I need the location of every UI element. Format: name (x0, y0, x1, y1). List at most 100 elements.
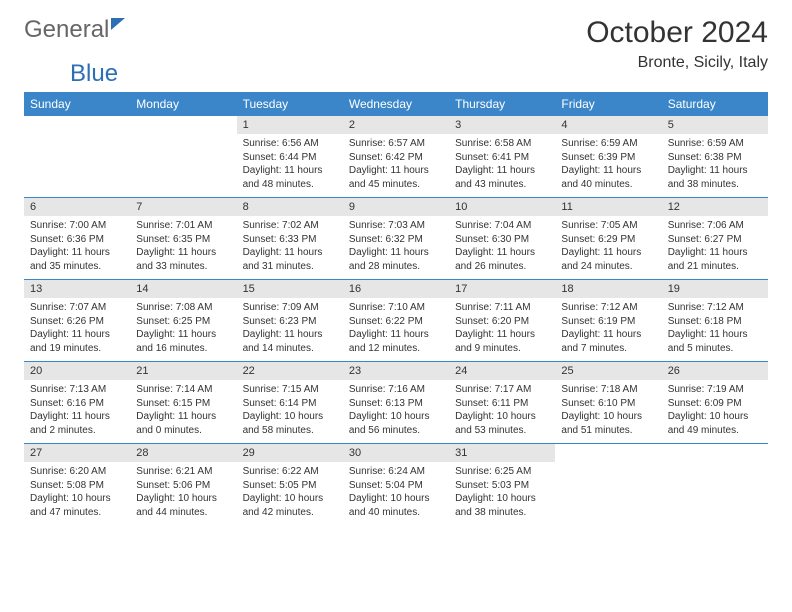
sunset-text: Sunset: 5:05 PM (243, 479, 337, 493)
sunset-text: Sunset: 6:18 PM (668, 315, 762, 329)
sunrise-text: Sunrise: 7:07 AM (30, 301, 124, 315)
day-content-cell: Sunrise: 7:06 AMSunset: 6:27 PMDaylight:… (662, 216, 768, 280)
daylight-text: Daylight: 11 hours and 24 minutes. (561, 246, 655, 273)
sunrise-text: Sunrise: 7:12 AM (668, 301, 762, 315)
page-title: October 2024 (586, 16, 768, 50)
logo-part2: Blue (70, 60, 118, 87)
sunrise-text: Sunrise: 6:59 AM (668, 137, 762, 151)
day-number-cell: 26 (662, 362, 768, 380)
day-header-row: Sunday Monday Tuesday Wednesday Thursday… (24, 92, 768, 116)
sunset-text: Sunset: 6:30 PM (455, 233, 549, 247)
sunrise-text: Sunrise: 6:20 AM (30, 465, 124, 479)
day-number-cell: 4 (555, 116, 661, 134)
sunrise-text: Sunrise: 7:03 AM (349, 219, 443, 233)
daylight-text: Daylight: 10 hours and 58 minutes. (243, 410, 337, 437)
daylight-text: Daylight: 11 hours and 45 minutes. (349, 164, 443, 191)
daylight-text: Daylight: 10 hours and 47 minutes. (30, 492, 124, 519)
daylight-text: Daylight: 11 hours and 38 minutes. (668, 164, 762, 191)
dayheader-thursday: Thursday (449, 92, 555, 116)
dayheader-friday: Friday (555, 92, 661, 116)
sunrise-text: Sunrise: 7:18 AM (561, 383, 655, 397)
day-number-cell: 21 (130, 362, 236, 380)
sunrise-text: Sunrise: 7:04 AM (455, 219, 549, 233)
sunrise-text: Sunrise: 6:22 AM (243, 465, 337, 479)
day-content-cell: Sunrise: 7:17 AMSunset: 6:11 PMDaylight:… (449, 380, 555, 444)
day-number-cell: 28 (130, 444, 236, 462)
day-content-cell: Sunrise: 7:11 AMSunset: 6:20 PMDaylight:… (449, 298, 555, 362)
sunrise-text: Sunrise: 7:01 AM (136, 219, 230, 233)
day-number-cell: 7 (130, 198, 236, 216)
sunrise-text: Sunrise: 7:02 AM (243, 219, 337, 233)
day-content-row: Sunrise: 6:20 AMSunset: 5:08 PMDaylight:… (24, 462, 768, 525)
day-number-cell: 30 (343, 444, 449, 462)
day-content-cell (662, 462, 768, 525)
sunrise-text: Sunrise: 6:21 AM (136, 465, 230, 479)
sunset-text: Sunset: 6:32 PM (349, 233, 443, 247)
day-number-cell (24, 116, 130, 134)
sunrise-text: Sunrise: 7:08 AM (136, 301, 230, 315)
day-number-cell (662, 444, 768, 462)
logo-part1: General (24, 16, 109, 44)
day-content-cell: Sunrise: 7:01 AMSunset: 6:35 PMDaylight:… (130, 216, 236, 280)
sunset-text: Sunset: 5:08 PM (30, 479, 124, 493)
day-content-cell: Sunrise: 7:04 AMSunset: 6:30 PMDaylight:… (449, 216, 555, 280)
day-number-row: 12345 (24, 116, 768, 134)
dayheader-wednesday: Wednesday (343, 92, 449, 116)
dayheader-monday: Monday (130, 92, 236, 116)
daylight-text: Daylight: 11 hours and 48 minutes. (243, 164, 337, 191)
dayheader-saturday: Saturday (662, 92, 768, 116)
sunset-text: Sunset: 5:03 PM (455, 479, 549, 493)
sunrise-text: Sunrise: 7:17 AM (455, 383, 549, 397)
day-number-cell: 19 (662, 280, 768, 298)
day-number-cell: 1 (237, 116, 343, 134)
day-content-cell (24, 134, 130, 198)
day-content-cell: Sunrise: 6:59 AMSunset: 6:38 PMDaylight:… (662, 134, 768, 198)
sunset-text: Sunset: 6:23 PM (243, 315, 337, 329)
sunrise-text: Sunrise: 6:56 AM (243, 137, 337, 151)
daylight-text: Daylight: 11 hours and 9 minutes. (455, 328, 549, 355)
day-number-cell: 2 (343, 116, 449, 134)
daylight-text: Daylight: 11 hours and 28 minutes. (349, 246, 443, 273)
sunset-text: Sunset: 6:11 PM (455, 397, 549, 411)
day-number-row: 13141516171819 (24, 280, 768, 298)
day-number-cell: 8 (237, 198, 343, 216)
day-content-cell (555, 462, 661, 525)
day-number-cell: 31 (449, 444, 555, 462)
sunrise-text: Sunrise: 7:16 AM (349, 383, 443, 397)
daylight-text: Daylight: 11 hours and 43 minutes. (455, 164, 549, 191)
daylight-text: Daylight: 10 hours and 49 minutes. (668, 410, 762, 437)
daylight-text: Daylight: 10 hours and 38 minutes. (455, 492, 549, 519)
sunset-text: Sunset: 5:06 PM (136, 479, 230, 493)
day-number-cell: 12 (662, 198, 768, 216)
day-number-cell: 3 (449, 116, 555, 134)
daylight-text: Daylight: 10 hours and 56 minutes. (349, 410, 443, 437)
sunset-text: Sunset: 6:33 PM (243, 233, 337, 247)
day-number-cell: 17 (449, 280, 555, 298)
daylight-text: Daylight: 11 hours and 2 minutes. (30, 410, 124, 437)
day-content-cell: Sunrise: 7:07 AMSunset: 6:26 PMDaylight:… (24, 298, 130, 362)
sunset-text: Sunset: 6:29 PM (561, 233, 655, 247)
sunset-text: Sunset: 6:16 PM (30, 397, 124, 411)
day-number-cell: 29 (237, 444, 343, 462)
logo-triangle-icon (111, 18, 125, 30)
day-content-cell: Sunrise: 7:02 AMSunset: 6:33 PMDaylight:… (237, 216, 343, 280)
day-content-cell: Sunrise: 7:18 AMSunset: 6:10 PMDaylight:… (555, 380, 661, 444)
day-content-cell: Sunrise: 6:20 AMSunset: 5:08 PMDaylight:… (24, 462, 130, 525)
sunset-text: Sunset: 5:04 PM (349, 479, 443, 493)
daylight-text: Daylight: 11 hours and 5 minutes. (668, 328, 762, 355)
day-content-row: Sunrise: 7:00 AMSunset: 6:36 PMDaylight:… (24, 216, 768, 280)
day-content-cell: Sunrise: 6:56 AMSunset: 6:44 PMDaylight:… (237, 134, 343, 198)
sunrise-text: Sunrise: 7:00 AM (30, 219, 124, 233)
sunrise-text: Sunrise: 6:57 AM (349, 137, 443, 151)
day-number-cell (130, 116, 236, 134)
sunrise-text: Sunrise: 6:25 AM (455, 465, 549, 479)
day-number-cell: 15 (237, 280, 343, 298)
sunset-text: Sunset: 6:44 PM (243, 151, 337, 165)
sunrise-text: Sunrise: 7:06 AM (668, 219, 762, 233)
day-content-cell: Sunrise: 7:05 AMSunset: 6:29 PMDaylight:… (555, 216, 661, 280)
calendar-body: 12345Sunrise: 6:56 AMSunset: 6:44 PMDayl… (24, 116, 768, 525)
day-content-cell: Sunrise: 6:59 AMSunset: 6:39 PMDaylight:… (555, 134, 661, 198)
day-content-cell: Sunrise: 7:13 AMSunset: 6:16 PMDaylight:… (24, 380, 130, 444)
daylight-text: Daylight: 11 hours and 14 minutes. (243, 328, 337, 355)
sunset-text: Sunset: 6:19 PM (561, 315, 655, 329)
